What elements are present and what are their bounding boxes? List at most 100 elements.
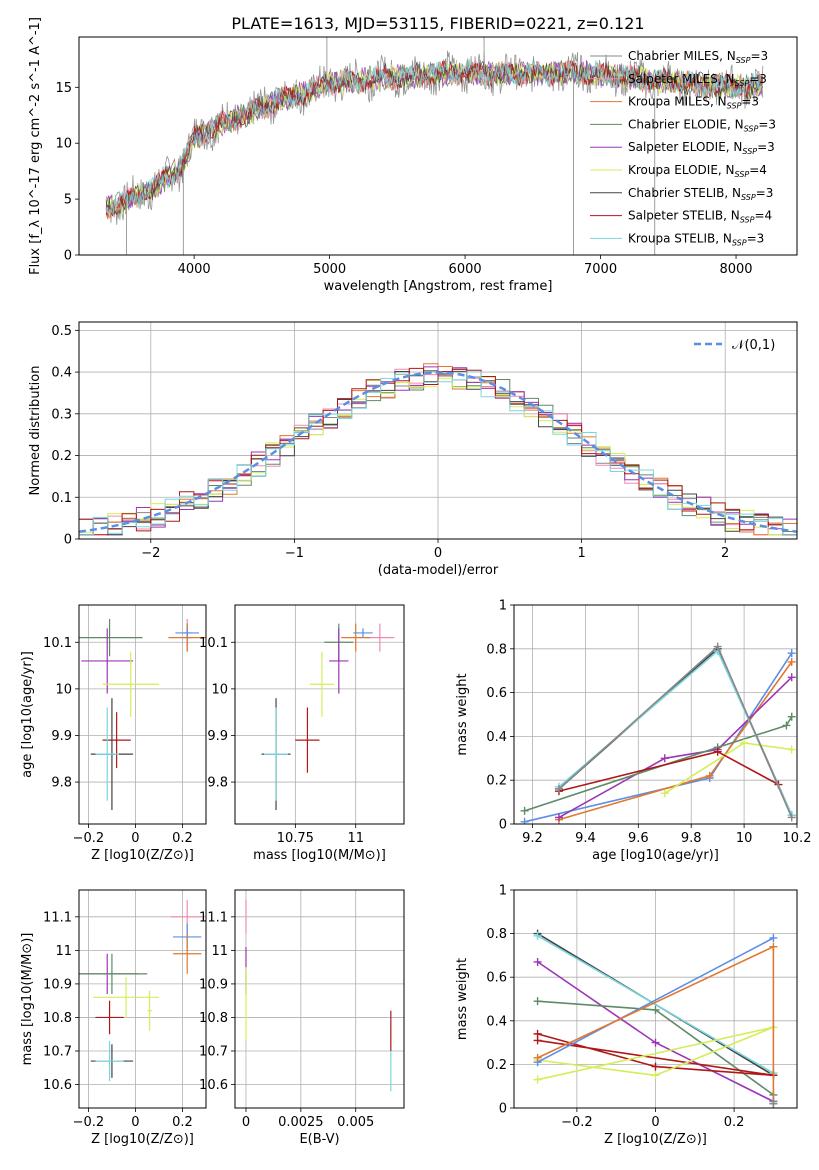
y-tick-label: 9.9 (207, 729, 228, 744)
errorbar-point (263, 707, 289, 801)
y-tick-label: 0.8 (486, 642, 507, 657)
legend-label: Chabrier STELIB, NSSP=3 (628, 186, 773, 202)
y-axis-label: Flux [f_λ 10^-17 erg cm^-2 s^-1 A^-1] (28, 17, 43, 275)
x-tick-label: 11 (347, 831, 364, 846)
weight-line (537, 1026, 774, 1081)
x-axis-label: wavelength [Angstrom, rest frame] (324, 279, 553, 294)
weight-marker (520, 806, 529, 815)
legend-label-sub: SSP (735, 170, 750, 179)
weight-line (558, 647, 793, 816)
y-tick-label: 10 (55, 682, 72, 697)
legend-label: Kroupa MILES, NSSP=3 (628, 95, 759, 111)
y-tick-label: 0 (64, 533, 72, 548)
y-tick-label: 0 (64, 249, 72, 264)
weight-marker (787, 657, 796, 666)
spectrum-line (105, 59, 764, 215)
weight-marker (769, 1097, 778, 1106)
weight-marker (533, 931, 542, 940)
legend-label-n: =3 (747, 231, 765, 245)
axes-frame (234, 889, 405, 1109)
y-axis-label: age [log10(age/yr)] (20, 651, 35, 778)
y-tick-label: 10.9 (199, 977, 228, 992)
errorbar-point (309, 651, 334, 717)
y-tick-label: 0.4 (486, 730, 507, 745)
legend-label: Kroupa STELIB, NSSP=3 (628, 231, 764, 247)
y-tick-label: 1 (499, 884, 507, 899)
axes-frame (78, 321, 798, 540)
y-tick-label: 0.6 (486, 971, 507, 986)
weight-marker (651, 1005, 660, 1014)
weight-line (537, 937, 774, 1063)
errorbar-point (79, 953, 148, 994)
legend-label-n: =3 (757, 140, 775, 154)
x-tick-label: 0.0025 (278, 1115, 324, 1130)
weight-line (537, 935, 774, 1074)
weight-marker (554, 784, 563, 793)
plot-area (79, 900, 204, 1082)
x-tick-label: 0 (434, 546, 442, 561)
weight-line (524, 716, 793, 812)
legend-label-sub: SSP (744, 124, 759, 133)
y-tick-label: 0.2 (486, 1058, 507, 1073)
weight-marker (660, 789, 669, 798)
legend-label: Chabrier MILES, NSSP=3 (628, 49, 768, 65)
weight-marker (533, 1053, 542, 1062)
x-tick-label: 0 (651, 1115, 659, 1130)
legend-label-name: Kroupa MILES, N (628, 95, 727, 109)
y-tick-label: 9.9 (51, 729, 72, 744)
y-tick-label: 0.3 (51, 407, 72, 422)
weight-marker (787, 649, 796, 658)
weight-marker (713, 642, 722, 651)
errorbar-point (341, 623, 371, 652)
errorbar-point (175, 628, 199, 638)
x-tick-label: 4000 (178, 262, 211, 277)
x-tick-label: 9.4 (575, 831, 596, 846)
weight-marker (533, 1036, 542, 1045)
panel-age_vs_mass: 10.75 11 9.8 9.9 10 10.1 mass [log10(M/M⊙)] (199, 604, 405, 863)
weight-line (558, 649, 793, 816)
y-tick-label: 10.7 (43, 1044, 72, 1059)
weight-marker (787, 673, 796, 682)
y-tick-label: 10.1 (43, 636, 72, 651)
y-tick-label: 0.4 (51, 366, 72, 381)
x-tick-label: 0.2 (172, 1115, 193, 1130)
weight-line (537, 1033, 774, 1077)
panel-spectrum: 4000 5000 6000 7000 8000 0 5 10 15 wavelength [An… (28, 17, 798, 294)
axes-frame (513, 604, 798, 825)
histogram-step (79, 366, 797, 536)
panel-mass_vs_Z: −0.2 0 0.2 10.6 10.7 10.8 10.9 11 11.1 Z [log10(Z… (20, 889, 207, 1147)
x-tick-label: −0.2 (73, 831, 105, 846)
errorbar-point (95, 1000, 124, 1035)
plot-area (261, 623, 395, 811)
panel-weight_vs_age: 9.2 9.4 9.6 9.8 10 10.2 0 0.2 0.4 0.6 0.8 1 age [log… (455, 599, 811, 864)
x-axis-label: E(B-V) (299, 1132, 339, 1147)
weight-marker (651, 1062, 660, 1071)
errorbar-point (329, 628, 349, 694)
axes-frame (513, 889, 798, 1109)
legend-label-n: =4 (754, 209, 772, 223)
x-tick-label: 2 (721, 546, 729, 561)
weight-marker (705, 771, 714, 780)
x-tick-label: 7000 (584, 262, 617, 277)
x-axis-label: (data-model)/error (378, 563, 499, 578)
y-axis-label: Normed distribution (28, 366, 43, 496)
panel-mass_vs_EBV: 0 0.0025 0.005 10.6 10.7 10.8 10.9 11 11.1 E(B-V) (199, 889, 405, 1147)
errorbar-point (173, 933, 202, 974)
weight-line (558, 645, 793, 818)
legend-label-sub: SSP (732, 238, 747, 247)
axes-frame (78, 36, 798, 256)
legend-label: Salpeter ELODIE, NSSP=3 (628, 140, 775, 156)
y-tick-label: 1 (499, 599, 507, 614)
x-tick-label: 0.2 (724, 1115, 745, 1130)
legend-label: Chabrier ELODIE, NSSP=3 (628, 117, 776, 133)
legend-label: Kroupa ELODIE, NSSP=4 (628, 163, 767, 179)
weight-marker (533, 997, 542, 1006)
errorbar-point (81, 628, 134, 694)
weight-marker (533, 1075, 542, 1084)
legend-label-sub: SSP (735, 79, 750, 88)
weight-marker (787, 745, 796, 754)
legend-label-sub: SSP (740, 216, 755, 225)
x-tick-label: −0.2 (561, 1115, 593, 1130)
weight-marker (740, 738, 749, 747)
y-tick-label: 0.5 (51, 324, 72, 339)
